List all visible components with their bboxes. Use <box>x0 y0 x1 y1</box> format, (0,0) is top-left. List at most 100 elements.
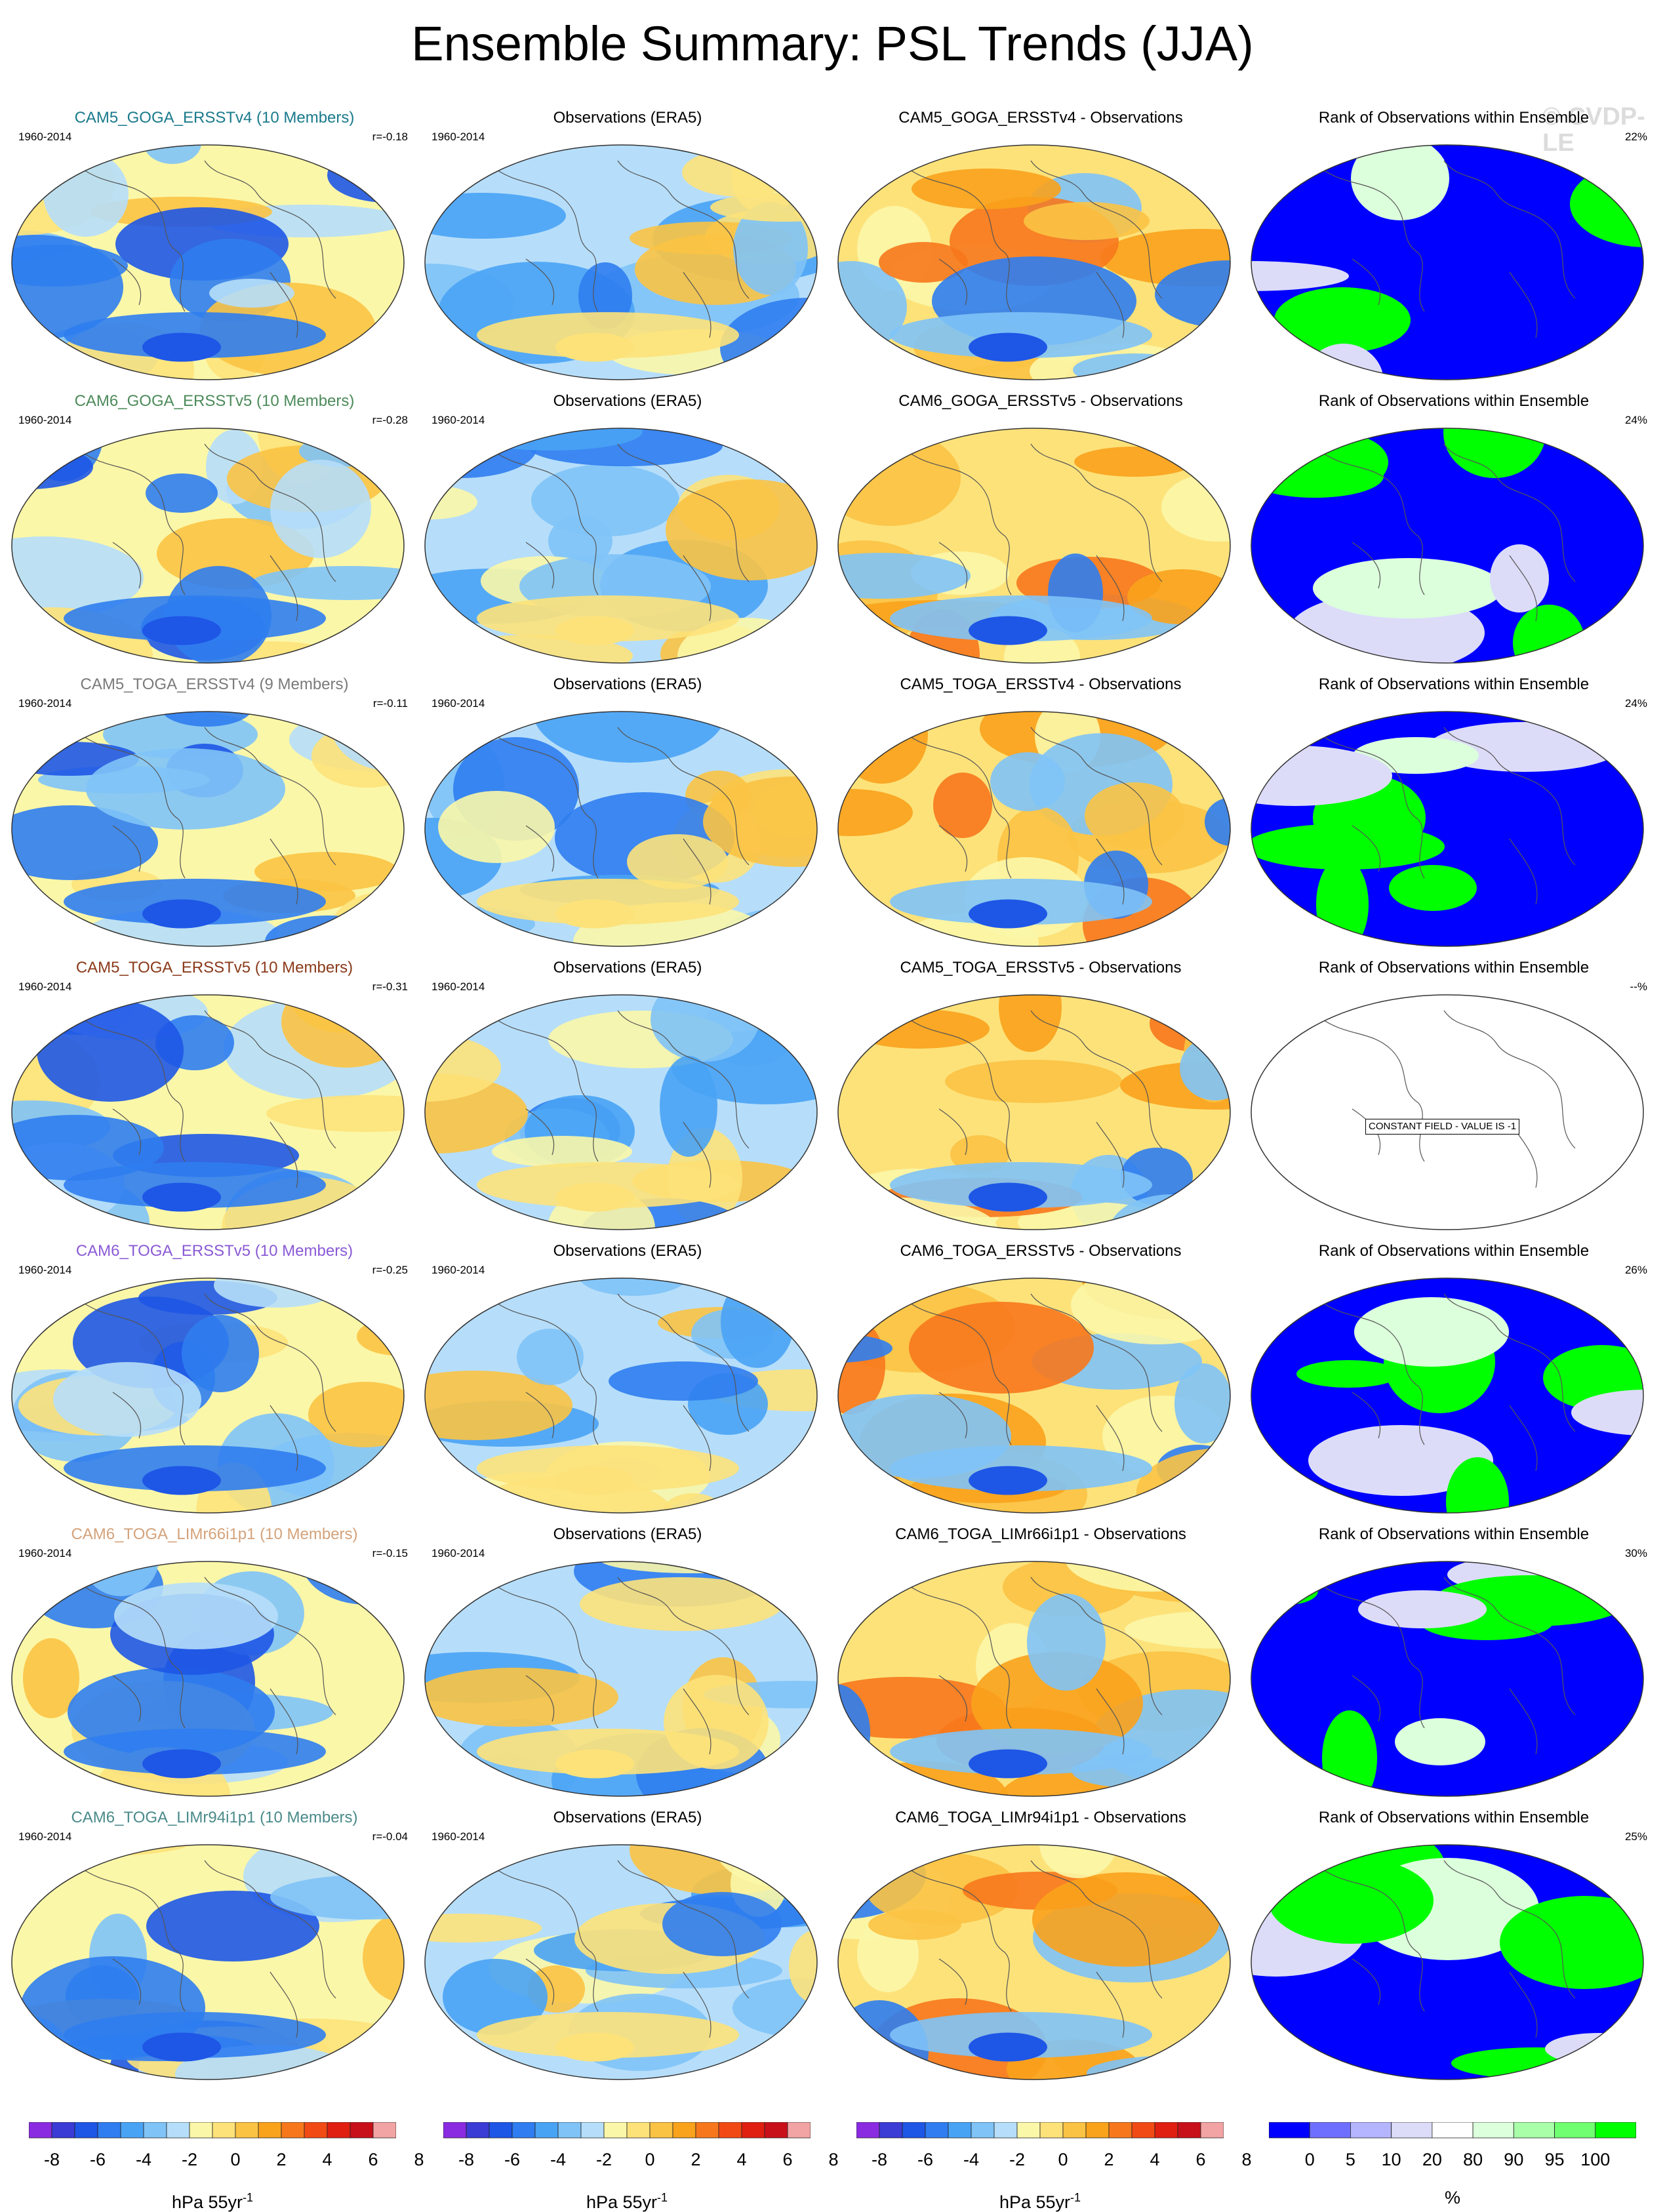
obs-title: Observations (ERA5) <box>553 959 702 976</box>
colorbar-swatch <box>74 2122 98 2139</box>
colorbar-swatch <box>120 2122 144 2139</box>
panel-rank: Rank of Observations within Ensemble 24% <box>1247 675 1660 958</box>
rank-title: Rank of Observations within Ensemble <box>1318 959 1590 976</box>
map-anomaly <box>1170 1483 1230 1513</box>
global-map <box>11 1561 405 1797</box>
global-map <box>11 1844 405 2080</box>
diff-title: CAM6_TOGA_LIMr94i1p1 - Observations <box>895 1809 1186 1826</box>
period-label: 1960-2014 <box>431 414 485 426</box>
map-outline <box>1251 1277 1644 1514</box>
coastline <box>492 443 750 622</box>
global-map <box>1251 1844 1644 2080</box>
map-anomaly <box>114 1582 278 1649</box>
diff-title: CAM5_GOGA_ERSSTv4 - Observations <box>898 109 1183 127</box>
panel-diff: CAM6_TOGA_ERSSTv5 - Observations <box>834 1241 1247 1525</box>
rank-percent: 22% <box>1624 131 1647 143</box>
map-anomaly <box>1443 428 1546 478</box>
coastline <box>906 1293 1163 1472</box>
map-outline <box>11 144 405 380</box>
rank-percent: 25% <box>1624 1830 1647 1843</box>
obs-title: Observations (ERA5) <box>553 1242 702 1260</box>
colorbar-swatch <box>258 2122 282 2139</box>
map-anomaly <box>1251 145 1293 169</box>
trend-colorbar-model: -8 -6 -4 -2 0 2 4 6 8 hPa 55yr-1 <box>28 2122 424 2212</box>
map-anomaly <box>1039 1845 1117 1878</box>
map-anomaly <box>146 1891 319 1961</box>
map-anomaly <box>912 169 1061 209</box>
colorbar-tick: 0 <box>645 2150 655 2169</box>
map-anomaly <box>12 805 158 880</box>
period-label: 1960-2014 <box>18 1547 72 1559</box>
map-outline <box>837 1277 1231 1514</box>
colorbar-tick: -2 <box>595 2150 612 2169</box>
map-outline <box>11 428 405 664</box>
colorbar-tick: 4 <box>322 2150 332 2169</box>
colorbar-swatch <box>764 2122 788 2139</box>
map-anomaly <box>838 645 914 663</box>
colorbar-tick: 20 <box>1422 2150 1442 2169</box>
global-map <box>1251 994 1644 1230</box>
panel-obs: Observations (ERA5) 1960-2014 <box>421 1525 834 1808</box>
trend-colorbar-diff: -8 -6 -4 -2 0 2 4 6 8 hPa 55yr-1 <box>856 2122 1252 2212</box>
panel-rank: Rank of Observations within Ensemble 26% <box>1247 1241 1660 1525</box>
coastline <box>1319 727 1576 905</box>
map-anomaly <box>1389 865 1477 911</box>
map-anomaly <box>209 279 294 308</box>
panel-rank: Rank of Observations within Ensemble --% C… <box>1247 958 1660 1241</box>
map-anomaly <box>142 1466 221 1495</box>
colorbar-tick: -4 <box>550 2150 566 2169</box>
global-map <box>1251 428 1644 664</box>
rank-title: Rank of Observations within Ensemble <box>1318 392 1590 410</box>
rank-colorbar: 0 5 10 20 80 90 95 100% <box>1268 2122 1637 2207</box>
global-map <box>837 994 1231 1230</box>
map-anomaly <box>703 776 817 867</box>
map-outline <box>1251 711 1644 947</box>
map-anomaly <box>1184 712 1230 757</box>
map-anomaly <box>682 148 799 197</box>
map-anomaly <box>12 235 123 340</box>
colorbar-swatch <box>212 2122 236 2139</box>
map-anomaly <box>12 1561 75 1575</box>
coastline <box>1319 443 1576 622</box>
rank-percent: 24% <box>1624 697 1647 710</box>
map-anomaly <box>270 1875 404 1920</box>
map-anomaly <box>1268 1857 1434 1944</box>
map-anomaly <box>142 899 221 929</box>
map-outline <box>837 711 1231 947</box>
coastline <box>1319 1577 1576 1755</box>
coastline <box>79 443 336 622</box>
rank-title: Rank of Observations within Ensemble <box>1318 1525 1590 1543</box>
map-anomaly <box>1174 1363 1230 1443</box>
map-anomaly <box>971 1652 1143 1754</box>
global-map <box>1251 711 1644 947</box>
units-text: hPa 55yr <box>171 2192 243 2212</box>
panel-model: CAM6_TOGA_LIMr94i1p1 (10 Members) 1960-20… <box>8 1808 421 2091</box>
map-anomaly <box>1451 2047 1620 2079</box>
map-anomaly <box>580 1577 783 1631</box>
map-anomaly <box>1205 797 1230 846</box>
units-exponent: -1 <box>657 2191 668 2204</box>
colorbar-swatch <box>489 2122 513 2139</box>
colorbar-swatch <box>350 2122 374 2139</box>
colorbar-swatch <box>603 2122 628 2139</box>
map-outline <box>1251 994 1644 1230</box>
map-anomaly <box>838 553 971 599</box>
colorbar-swatch <box>1350 2122 1392 2139</box>
pattern-correlation: r=-0.28 <box>372 414 408 426</box>
map-anomaly <box>1027 1594 1106 1691</box>
panel-model: CAM6_GOGA_ERSSTv5 (10 Members) 1960-2014 r… <box>8 392 421 675</box>
map-anomaly <box>1296 1360 1400 1388</box>
colorbar-units: hPa 55yr-1 <box>942 2188 1138 2212</box>
colorbar-tick: 95 <box>1544 2150 1565 2169</box>
map-anomaly <box>142 1749 221 1779</box>
panel-rank: Rank of Observations within Ensemble 25% <box>1247 1808 1660 2091</box>
coastline <box>906 1010 1163 1188</box>
map-anomaly <box>1146 1845 1230 1864</box>
period-label: 1960-2014 <box>18 414 72 426</box>
map-anomaly <box>555 1749 634 1779</box>
map-anomaly <box>969 1182 1047 1212</box>
colorbar-tick: 4 <box>736 2150 747 2169</box>
global-map <box>1251 1561 1644 1797</box>
rank-title: Rank of Observations within Ensemble <box>1318 1242 1590 1260</box>
map-anomaly <box>969 2032 1047 2062</box>
